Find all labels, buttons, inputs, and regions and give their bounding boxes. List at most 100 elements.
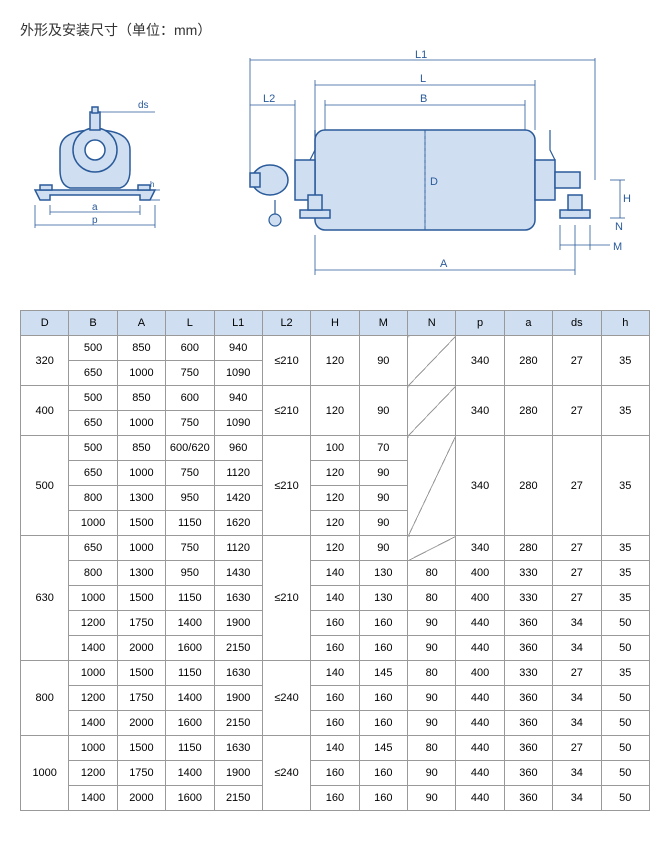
cell: 940 (214, 386, 262, 411)
cell: 600 (166, 336, 214, 361)
cell: 1500 (117, 736, 165, 761)
cell: 100 (311, 436, 359, 461)
cell: 1400 (166, 761, 214, 786)
label-ds: ds (138, 100, 149, 111)
col-header-H: H (311, 311, 359, 336)
cell: 120 (311, 486, 359, 511)
dimensions-table: DBALL1L2HMNpadsh 320500850600940≤2101209… (20, 310, 650, 811)
cell (408, 536, 456, 561)
cell: 1600 (166, 711, 214, 736)
label-B: B (420, 93, 427, 105)
cell: 1000 (69, 661, 117, 686)
cell: 1200 (69, 761, 117, 786)
cell: 160 (359, 636, 407, 661)
cell: 70 (359, 436, 407, 461)
cell: ≤240 (262, 736, 310, 811)
cell: 1090 (214, 411, 262, 436)
table-row: 1200175014001900160160904403603450 (21, 611, 650, 636)
cell: 850 (117, 336, 165, 361)
cell: 800 (69, 561, 117, 586)
cell: 90 (359, 511, 407, 536)
cell: 500 (69, 436, 117, 461)
cell: 750 (166, 411, 214, 436)
cell: 140 (311, 586, 359, 611)
label-L1: L1 (415, 50, 427, 61)
cell: 1900 (214, 686, 262, 711)
cell: 400 (456, 661, 504, 686)
cell: ≤210 (262, 436, 310, 536)
cell: 120 (311, 386, 359, 436)
cell: 34 (553, 611, 601, 636)
cell: 440 (456, 686, 504, 711)
cell: 80 (408, 661, 456, 686)
cell: 1000 (69, 736, 117, 761)
cell: 80 (408, 586, 456, 611)
cell: 90 (359, 336, 407, 386)
cell: 160 (311, 711, 359, 736)
cell: 35 (601, 386, 650, 436)
cell: 1750 (117, 686, 165, 711)
cell: 1900 (214, 761, 262, 786)
cell: 1150 (166, 586, 214, 611)
cell: 160 (311, 611, 359, 636)
cell: 360 (504, 786, 552, 811)
cell: 1400 (166, 611, 214, 636)
cell: 750 (166, 461, 214, 486)
cell: 500 (21, 436, 69, 536)
col-header-D: D (21, 311, 69, 336)
cell: 440 (456, 636, 504, 661)
cell: 1600 (166, 786, 214, 811)
cell: 280 (504, 386, 552, 436)
label-N: N (615, 221, 623, 233)
drum-diagram: L1 L B L2 D H N (200, 50, 650, 290)
cell: 90 (408, 786, 456, 811)
cell: 90 (408, 686, 456, 711)
cell: 340 (456, 536, 504, 561)
cell: 1000 (117, 536, 165, 561)
cell: 600/620 (166, 436, 214, 461)
cell: 750 (166, 361, 214, 386)
label-H: H (623, 193, 631, 205)
cell: 960 (214, 436, 262, 461)
label-M: M (613, 241, 622, 253)
cell: 50 (601, 761, 650, 786)
cell: 35 (601, 586, 650, 611)
cell: 27 (553, 661, 601, 686)
cell: 280 (504, 336, 552, 386)
cell: 1630 (214, 661, 262, 686)
cell: 90 (359, 536, 407, 561)
cell: 440 (456, 711, 504, 736)
cell: 1150 (166, 511, 214, 536)
col-header-L1: L1 (214, 311, 262, 336)
cell: 650 (69, 361, 117, 386)
cell: 280 (504, 536, 552, 561)
cell: 1200 (69, 611, 117, 636)
cell: 80 (408, 561, 456, 586)
bearing-diagram: ds h a p (20, 50, 170, 230)
cell: 140 (311, 661, 359, 686)
cell: 850 (117, 436, 165, 461)
cell (408, 336, 456, 386)
cell: 160 (359, 761, 407, 786)
cell: 2150 (214, 636, 262, 661)
table-row: 80013009501430140130804003302735 (21, 561, 650, 586)
cell: ≤240 (262, 661, 310, 736)
cell: 1400 (166, 686, 214, 711)
col-header-h: h (601, 311, 650, 336)
table-row: 1400200016002150160160904403603450 (21, 711, 650, 736)
cell: ≤210 (262, 536, 310, 661)
cell: 34 (553, 636, 601, 661)
cell: 950 (166, 561, 214, 586)
cell: 27 (553, 561, 601, 586)
cell: 1750 (117, 761, 165, 786)
cell: 1430 (214, 561, 262, 586)
cell: 50 (601, 686, 650, 711)
cell: 500 (69, 336, 117, 361)
cell: 130 (359, 561, 407, 586)
cell: 90 (408, 636, 456, 661)
label-p: p (92, 215, 98, 226)
col-header-A: A (117, 311, 165, 336)
cell: 1630 (214, 736, 262, 761)
cell: 90 (408, 711, 456, 736)
cell: 1090 (214, 361, 262, 386)
